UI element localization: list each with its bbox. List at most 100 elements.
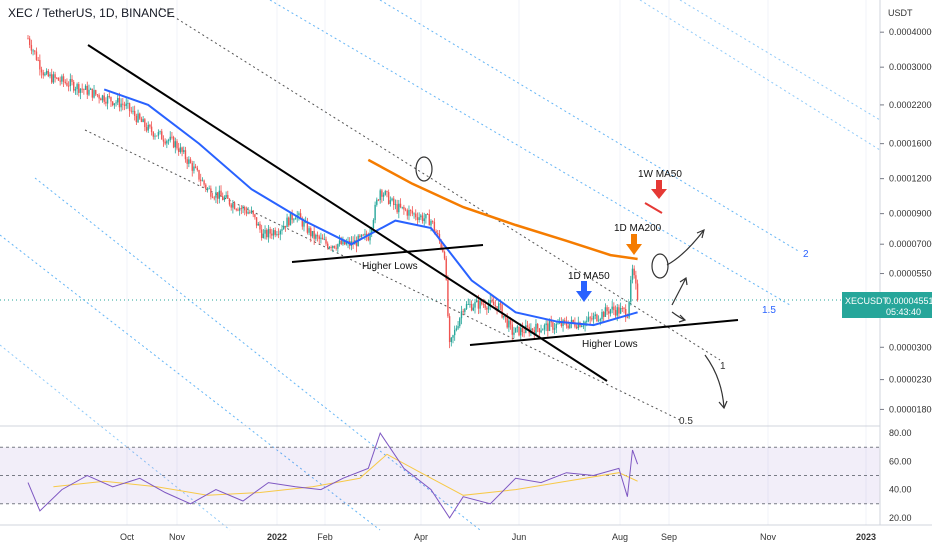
candle [575, 324, 578, 330]
candle [81, 83, 83, 93]
candle [274, 227, 276, 238]
candle [62, 73, 65, 88]
candle [203, 179, 205, 188]
candle [244, 205, 246, 216]
candle [159, 130, 161, 135]
candle [426, 212, 429, 215]
candle [34, 50, 36, 55]
candle [42, 69, 44, 79]
candle [597, 315, 600, 322]
candle [28, 35, 31, 49]
candle [216, 192, 219, 204]
candle [289, 212, 292, 226]
candle [123, 101, 126, 111]
candle [450, 336, 453, 347]
candle [51, 68, 53, 84]
candle [516, 325, 519, 333]
time-tick-label: Nov [760, 532, 777, 542]
candle [362, 233, 364, 236]
ma50-line [103, 88, 638, 327]
candle [555, 322, 557, 334]
candle [235, 208, 237, 212]
candle [59, 76, 61, 86]
candle [333, 245, 336, 249]
candle [66, 78, 68, 87]
candle [250, 206, 253, 214]
w-ma50-marker-arrow [644, 180, 667, 214]
time-tick-label: 2023 [856, 532, 876, 542]
candle [618, 304, 620, 318]
rsi-tick-label: 40.00 [889, 485, 912, 495]
candle [550, 315, 552, 327]
candle [470, 300, 473, 312]
time-tick-label: Oct [120, 532, 135, 542]
candle [135, 113, 138, 125]
candle [613, 302, 615, 316]
candle [413, 212, 415, 219]
candle [508, 318, 510, 332]
candle [457, 320, 459, 330]
candle [602, 310, 605, 322]
candle [108, 92, 110, 99]
candle [281, 224, 283, 235]
candle [535, 319, 537, 335]
candle [247, 207, 249, 215]
candle [52, 71, 55, 84]
rsi-tick-label: 80.00 [889, 428, 912, 438]
candle [460, 305, 463, 325]
candle [635, 270, 637, 290]
candle [416, 212, 419, 226]
candle [418, 212, 420, 223]
candle [325, 236, 327, 246]
current-price: 0.00004551 [886, 296, 932, 306]
candle [587, 311, 590, 323]
candle [233, 201, 236, 210]
candle [240, 205, 243, 215]
candle [115, 100, 117, 107]
candle [257, 221, 259, 226]
candle [100, 97, 102, 101]
fib-label-1-5: 1.5 [762, 305, 776, 316]
candle [186, 156, 188, 170]
candle [437, 229, 439, 236]
candle [355, 236, 358, 253]
candle [30, 39, 33, 55]
ma50-marker-arrow [576, 281, 592, 302]
candle [210, 185, 212, 200]
candle [171, 132, 173, 140]
candle [276, 230, 278, 237]
candle [298, 211, 300, 221]
candle [316, 231, 319, 242]
candle [267, 224, 270, 243]
candle [194, 163, 197, 169]
candle [172, 135, 175, 149]
higher-lows-label-1: Higher Lows [362, 261, 418, 272]
candle [69, 73, 72, 92]
candle [318, 234, 320, 244]
candle [606, 305, 608, 315]
fib-label-2: 2 [803, 249, 809, 260]
candle [155, 135, 158, 137]
vertical-gridlines [126, 0, 867, 525]
candle [393, 196, 395, 210]
candle [518, 326, 520, 337]
candle [277, 228, 280, 239]
candle [169, 131, 171, 143]
candle [553, 322, 556, 335]
candle [335, 244, 337, 251]
time-axis[interactable]: Oct Nov 2022 Feb Apr Jun Aug Sep Nov 2023 [0, 524, 932, 542]
candle [57, 77, 60, 81]
candle [364, 228, 366, 241]
candle [479, 298, 481, 314]
candle [431, 220, 434, 224]
candle [474, 299, 476, 314]
candle [394, 199, 397, 210]
candle [486, 306, 488, 315]
price-axis[interactable]: USDT 0.00040000 0.00030000 0.00022000 0.000… [879, 0, 932, 525]
candle [133, 105, 136, 121]
fib-channel [0, 0, 881, 531]
candle [67, 81, 70, 92]
candle [86, 81, 88, 100]
candle [489, 295, 491, 311]
